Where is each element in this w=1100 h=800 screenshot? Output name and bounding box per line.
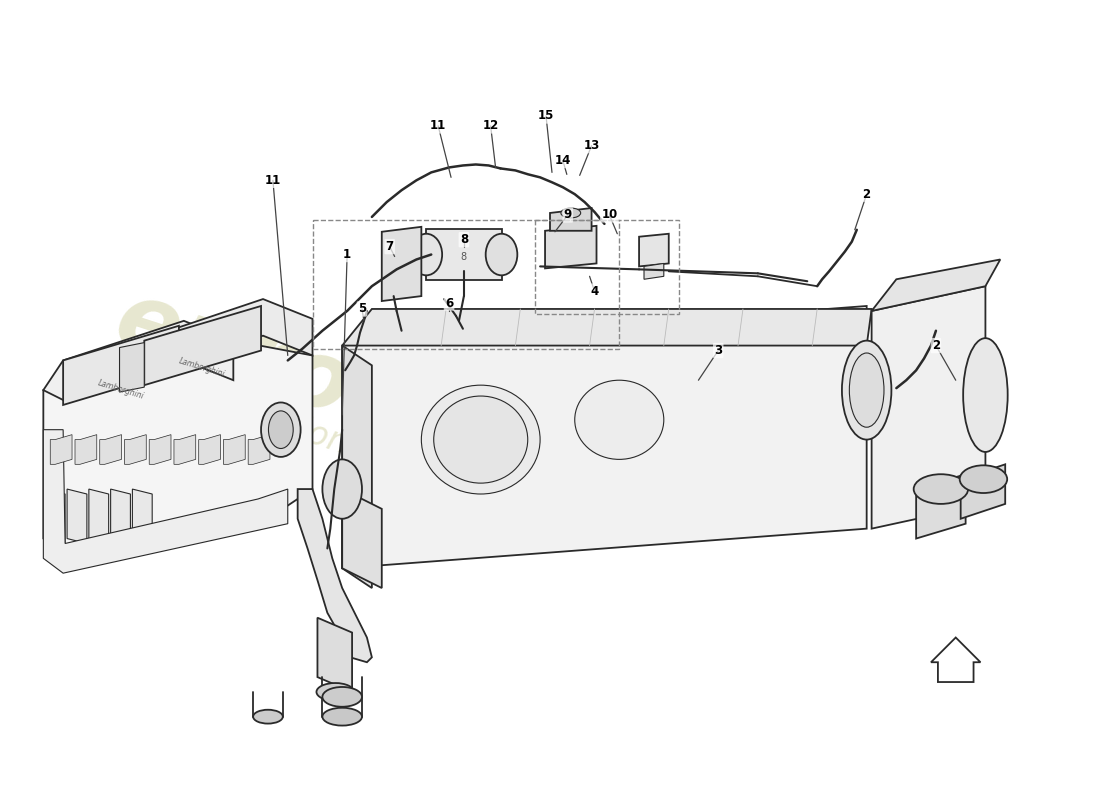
Ellipse shape <box>561 208 581 218</box>
Ellipse shape <box>322 687 362 706</box>
Polygon shape <box>342 306 867 568</box>
Polygon shape <box>342 489 382 588</box>
Polygon shape <box>871 259 1000 311</box>
Text: 6: 6 <box>444 297 453 310</box>
Polygon shape <box>382 227 421 301</box>
Ellipse shape <box>410 234 442 275</box>
Text: 15: 15 <box>538 110 554 122</box>
Polygon shape <box>144 306 261 385</box>
Ellipse shape <box>574 380 663 459</box>
Ellipse shape <box>433 396 528 483</box>
Polygon shape <box>120 299 312 378</box>
Ellipse shape <box>322 459 362 518</box>
Polygon shape <box>550 208 592 230</box>
Text: 14: 14 <box>554 154 571 167</box>
Polygon shape <box>174 434 196 464</box>
Polygon shape <box>318 618 352 692</box>
Text: a passion for italian cars: a passion for italian cars <box>192 381 592 538</box>
Text: 12: 12 <box>483 119 498 132</box>
Ellipse shape <box>322 708 362 726</box>
Polygon shape <box>67 489 87 543</box>
Text: 9: 9 <box>563 209 572 222</box>
Polygon shape <box>546 226 596 268</box>
Polygon shape <box>427 229 502 280</box>
Ellipse shape <box>914 474 968 504</box>
Ellipse shape <box>849 353 884 427</box>
Polygon shape <box>89 489 109 543</box>
Polygon shape <box>45 489 65 543</box>
Text: 11: 11 <box>430 119 447 132</box>
Polygon shape <box>871 286 986 529</box>
Ellipse shape <box>842 341 891 439</box>
Ellipse shape <box>268 411 294 449</box>
Polygon shape <box>342 309 871 346</box>
Polygon shape <box>43 430 288 573</box>
Ellipse shape <box>964 338 1008 452</box>
Ellipse shape <box>486 234 517 275</box>
Text: 5: 5 <box>358 302 366 315</box>
Polygon shape <box>43 341 312 558</box>
Text: 2: 2 <box>862 188 871 201</box>
Polygon shape <box>916 474 966 538</box>
Polygon shape <box>342 346 372 588</box>
Polygon shape <box>960 464 1005 518</box>
Polygon shape <box>111 489 131 543</box>
Polygon shape <box>150 434 170 464</box>
Text: 8: 8 <box>460 233 467 246</box>
Polygon shape <box>223 434 245 464</box>
Polygon shape <box>199 434 220 464</box>
Text: 13: 13 <box>583 139 600 152</box>
Polygon shape <box>644 263 663 279</box>
Text: 8: 8 <box>461 251 468 262</box>
Polygon shape <box>120 342 144 392</box>
Text: 3: 3 <box>714 344 723 357</box>
Ellipse shape <box>959 466 1008 493</box>
Polygon shape <box>639 234 669 266</box>
Ellipse shape <box>317 683 354 701</box>
Text: Lamborghini: Lamborghini <box>177 356 225 378</box>
Ellipse shape <box>421 385 540 494</box>
Polygon shape <box>100 434 121 464</box>
Text: 2: 2 <box>932 339 940 352</box>
Polygon shape <box>63 326 179 405</box>
Polygon shape <box>75 434 97 464</box>
Polygon shape <box>298 489 372 662</box>
Polygon shape <box>51 434 72 464</box>
Ellipse shape <box>253 710 283 723</box>
Ellipse shape <box>261 402 300 457</box>
Text: Lamborghini: Lamborghini <box>97 379 145 402</box>
Text: eurospares: eurospares <box>103 274 700 546</box>
Polygon shape <box>132 489 152 543</box>
Text: 1: 1 <box>343 248 351 261</box>
Text: 4: 4 <box>591 285 598 298</box>
Text: 11: 11 <box>265 174 280 187</box>
Text: 7: 7 <box>386 240 394 253</box>
Polygon shape <box>43 321 233 400</box>
Polygon shape <box>931 638 980 682</box>
Polygon shape <box>249 434 270 464</box>
Text: 10: 10 <box>602 209 617 222</box>
Polygon shape <box>124 434 146 464</box>
